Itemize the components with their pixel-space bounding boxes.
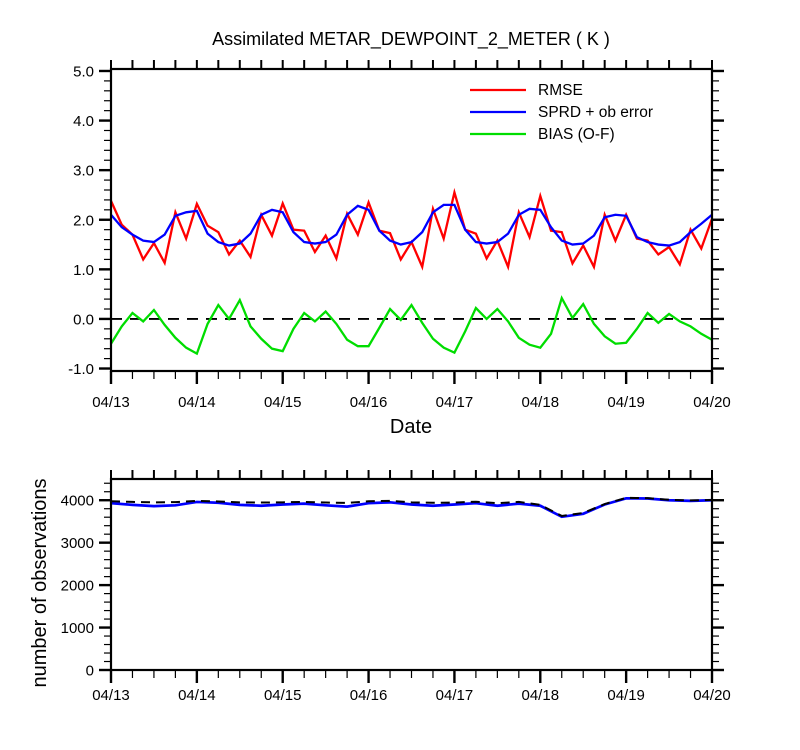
y-tick-label: 0 — [86, 663, 94, 680]
y-tick-label: -1.0 — [68, 361, 94, 378]
y-tick-label: 3000 — [61, 535, 94, 552]
x-tick-label: 04/19 — [607, 687, 645, 704]
x-tick-label: 04/15 — [264, 394, 302, 411]
chart-title: Assimilated METAR_DEWPOINT_2_METER ( K ) — [212, 29, 610, 50]
x-tick-label: 04/20 — [693, 394, 731, 411]
legend-label-rmse: RMSE — [538, 82, 583, 99]
sprd-ob-error-line — [110, 203, 713, 247]
x-tick-label: 04/18 — [522, 394, 560, 411]
plot-frame — [109, 477, 714, 672]
y-tick-label: 4000 — [61, 493, 94, 510]
x-tick-label: 04/14 — [178, 687, 216, 704]
x-tick-label: 04/20 — [693, 687, 731, 704]
x-tick-label: 04/16 — [350, 394, 388, 411]
y-tick-label: 0.0 — [73, 311, 94, 328]
y-tick-label: 1000 — [61, 620, 94, 637]
x-axis-label: Date — [390, 416, 432, 438]
rmse-line — [109, 187, 714, 271]
legend: RMSE SPRD + ob error BIAS (O-F) — [470, 82, 653, 143]
panels: -1.0 0.0 1.0 2.0 3.0 4.0 5.0 04/13 04/14 04/15 04/… — [61, 60, 731, 704]
top-panel: -1.0 0.0 1.0 2.0 3.0 4.0 5.0 04/13 04/14 04/15 04/… — [68, 60, 731, 411]
x-tick-label: 04/13 — [92, 394, 130, 411]
x-tick-label: 04/13 — [92, 687, 130, 704]
legend-label-bias: BIAS (O-F) — [538, 126, 615, 143]
bias-o-f-line — [110, 295, 713, 356]
y-tick-label: 3.0 — [73, 163, 94, 180]
x-tick-label: 04/19 — [607, 394, 645, 411]
x-tick-label: 04/18 — [522, 687, 560, 704]
y-tick-label: 2.0 — [73, 212, 94, 229]
observations-assimilated-solid-line — [110, 496, 713, 519]
x-tick-label: 04/16 — [350, 687, 388, 704]
plot-frame — [109, 67, 714, 373]
y-tick-label: 5.0 — [73, 63, 94, 80]
legend-label-sprd: SPRD + ob error — [538, 104, 653, 121]
y-tick-label: 2000 — [61, 578, 94, 595]
y-axis-label-observations: number of observations — [29, 478, 51, 687]
bottom-panel: 0 1000 2000 3000 4000 04/13 04/14 04/15 04/16 04/… — [61, 470, 731, 704]
x-tick-label: 04/17 — [436, 394, 474, 411]
y-tick-label: 4.0 — [73, 113, 94, 130]
observations-total-dashed-line — [110, 496, 713, 517]
x-tick-label: 04/15 — [264, 687, 302, 704]
y-tick-label: 1.0 — [73, 262, 94, 279]
x-tick-label: 04/17 — [436, 687, 474, 704]
x-tick-label: 04/14 — [178, 394, 216, 411]
